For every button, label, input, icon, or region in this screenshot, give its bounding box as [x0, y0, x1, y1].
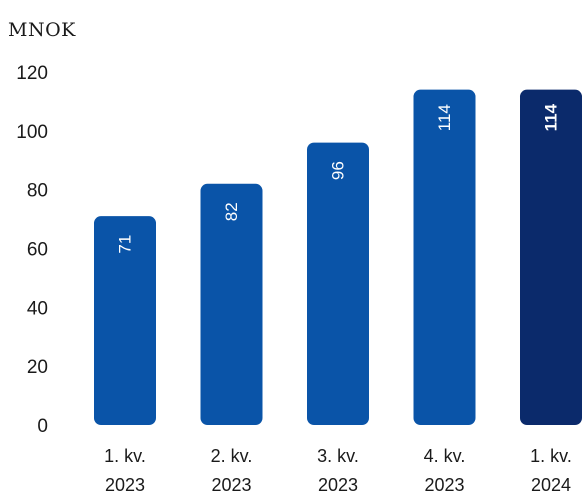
x-tick-label: 4. kv. — [424, 446, 466, 466]
y-axis-ticks: 0 20 40 60 80 100 120 — [16, 63, 48, 437]
x-tick-label: 2024 — [531, 475, 571, 495]
bar — [413, 89, 476, 426]
bar-value-label: 96 — [329, 161, 348, 180]
x-tick-label: 1. kv. — [104, 446, 146, 466]
bar-value-label: 82 — [222, 202, 241, 221]
x-axis-labels: 1. kv. 2023 2. kv. 2023 3. kv. 2023 4. kv. 2023… — [104, 446, 572, 495]
bar — [520, 89, 582, 426]
y-axis-unit-label: MNOK — [8, 19, 76, 41]
bar-value-label: 71 — [116, 235, 135, 254]
bar-value-label: 114 — [435, 104, 454, 131]
bars: 71 82 96 114 114 — [94, 89, 582, 426]
y-tick-label: 0 — [37, 416, 48, 437]
x-tick-label: 2. kv. — [211, 446, 253, 466]
x-tick-label: 2023 — [424, 475, 464, 495]
bar — [94, 216, 156, 425]
bar-value-label: 114 — [542, 103, 561, 131]
x-tick-label: 2023 — [105, 475, 145, 495]
x-tick-label: 2023 — [318, 475, 358, 495]
y-tick-label: 120 — [16, 63, 48, 84]
bar — [200, 183, 263, 425]
y-tick-label: 100 — [16, 122, 48, 143]
y-tick-label: 40 — [27, 298, 48, 319]
x-tick-label: 2023 — [211, 475, 251, 495]
y-tick-label: 60 — [27, 240, 48, 261]
y-tick-label: 20 — [27, 357, 48, 378]
bar — [307, 142, 369, 425]
y-tick-label: 80 — [27, 181, 48, 202]
x-tick-label: 1. kv. — [530, 446, 572, 466]
x-tick-label: 3. kv. — [317, 446, 359, 466]
